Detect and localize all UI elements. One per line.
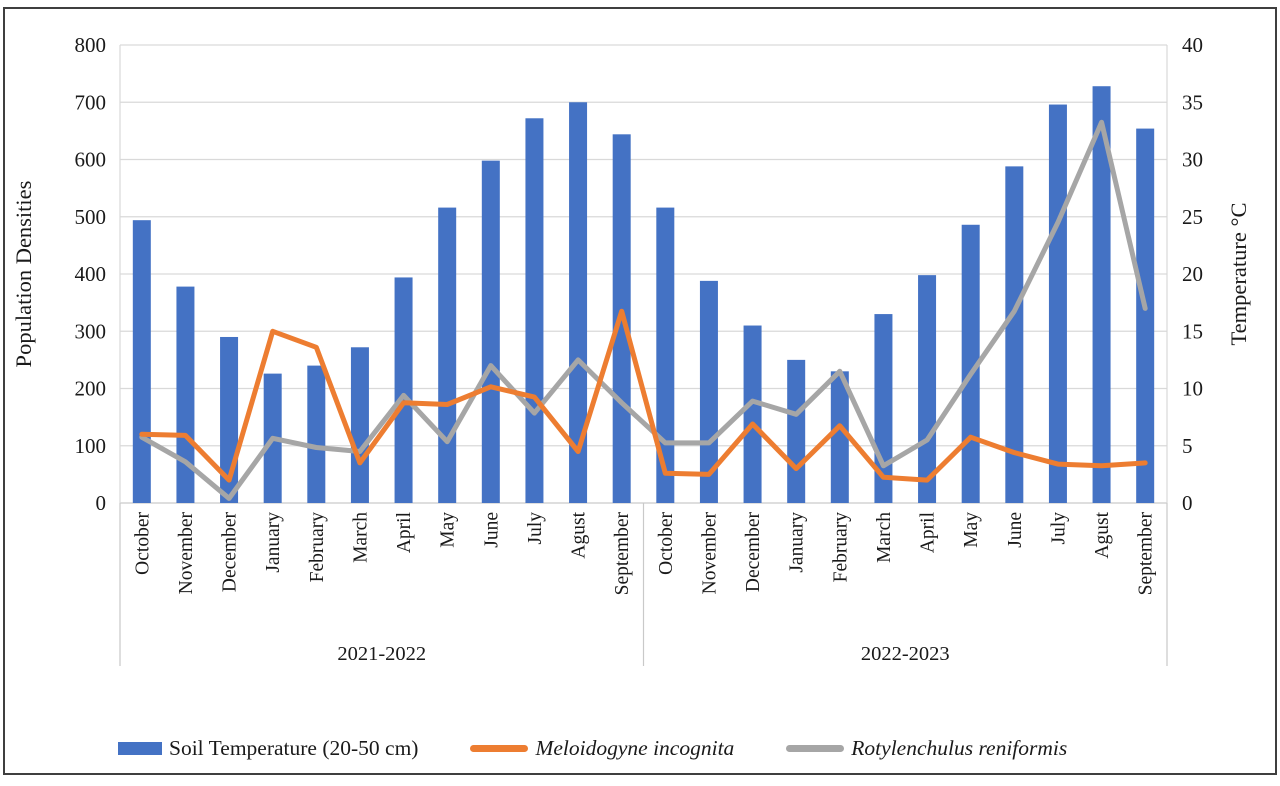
bar-swatch-icon: [118, 741, 162, 755]
legend-item-meloidogyne-incognita: Meloidogyne incognita: [470, 736, 734, 761]
line-swatch-icon: [786, 744, 845, 752]
month-label: June: [481, 512, 502, 548]
month-label: January: [787, 512, 808, 573]
legend-label: Rotylenchulus reniformis: [851, 735, 1068, 760]
month-label: September: [1136, 511, 1157, 595]
legend-item-rotylenchulus-reniformis: Rotylenchulus reniformis: [786, 736, 1067, 761]
month-label: September: [612, 511, 633, 595]
data-line: [139, 308, 1148, 483]
month-label: November: [176, 512, 197, 595]
month-label: May: [961, 512, 982, 548]
right-tick-label: 30: [1182, 148, 1203, 172]
bar: [394, 277, 413, 503]
right-tick-label: 10: [1182, 377, 1203, 401]
right-tick-label: 0: [1182, 491, 1193, 515]
line-swatch-icon: [470, 744, 529, 752]
bar: [1136, 128, 1155, 503]
bar: [918, 275, 937, 503]
month-label: July: [1048, 512, 1069, 545]
right-tick-label: 35: [1182, 90, 1203, 114]
right-tick-label: 40: [1182, 33, 1203, 57]
axis-labels: 0 100 200 300 400 500 600 700 800 0 5 10 15 20 25 30 35 4…: [11, 33, 1251, 665]
month-label: March: [350, 512, 371, 563]
left-tick-label: 500: [75, 205, 107, 229]
right-tick-label: 5: [1182, 434, 1193, 458]
bar: [481, 160, 500, 503]
left-tick-label: 400: [75, 262, 107, 286]
month-label: January: [263, 512, 284, 573]
legend-label: Soil Temperature (20-50 cm): [169, 735, 419, 760]
bar: [525, 118, 544, 503]
month-label: May: [438, 512, 459, 548]
bar: [307, 365, 326, 503]
bar: [699, 280, 718, 503]
year-group-label: 2021-2022: [337, 643, 426, 665]
right-tick-label: 15: [1182, 319, 1203, 343]
left-tick-label: 700: [75, 90, 107, 114]
bar: [132, 220, 151, 503]
month-label: April: [394, 511, 415, 553]
month-label: July: [525, 512, 546, 545]
month-label: March: [874, 512, 895, 563]
legend-label: Meloidogyne incognita: [535, 735, 735, 760]
year-group-label: 2022-2023: [861, 643, 950, 665]
bar: [1092, 86, 1111, 503]
month-label: Agust: [1092, 511, 1113, 558]
line-series: [139, 119, 1148, 501]
bar: [656, 207, 675, 503]
bar: [350, 347, 369, 503]
left-tick-label: 300: [75, 319, 107, 343]
right-tick-label: 20: [1182, 262, 1203, 286]
month-label: February: [830, 512, 851, 583]
left-tick-label: 600: [75, 148, 107, 172]
bar: [1048, 104, 1067, 503]
month-label: October: [656, 512, 677, 575]
month-label: April: [918, 511, 939, 553]
bar: [176, 286, 195, 503]
month-label: June: [1005, 512, 1026, 548]
bar: [569, 102, 588, 503]
month-label: February: [307, 512, 328, 583]
axes: [119, 503, 1168, 666]
month-label: October: [132, 512, 153, 575]
right-tick-label: 25: [1182, 205, 1203, 229]
bar: [743, 325, 762, 503]
left-tick-label: 100: [75, 434, 107, 458]
legend-item-soil-temperature: Soil Temperature (20-50 cm): [118, 736, 418, 761]
bar: [961, 224, 980, 503]
left-tick-label: 0: [96, 491, 107, 515]
chart-legend: Soil Temperature (20-50 cm) Meloidogyne …: [0, 733, 1280, 763]
left-axis-title: Population Densities: [11, 181, 36, 368]
month-label: December: [220, 512, 241, 593]
right-axis-title: Temperature °C: [1226, 203, 1251, 346]
month-label: December: [743, 512, 764, 593]
left-tick-label: 200: [75, 377, 107, 401]
gridlines: [119, 44, 1168, 504]
left-tick-label: 800: [75, 33, 107, 57]
bar: [438, 207, 457, 503]
bar: [1005, 166, 1024, 503]
month-label: Agust: [569, 511, 590, 558]
month-label: November: [699, 512, 720, 595]
bar: [787, 359, 806, 503]
data-line: [139, 119, 1148, 501]
bar: [830, 371, 849, 503]
